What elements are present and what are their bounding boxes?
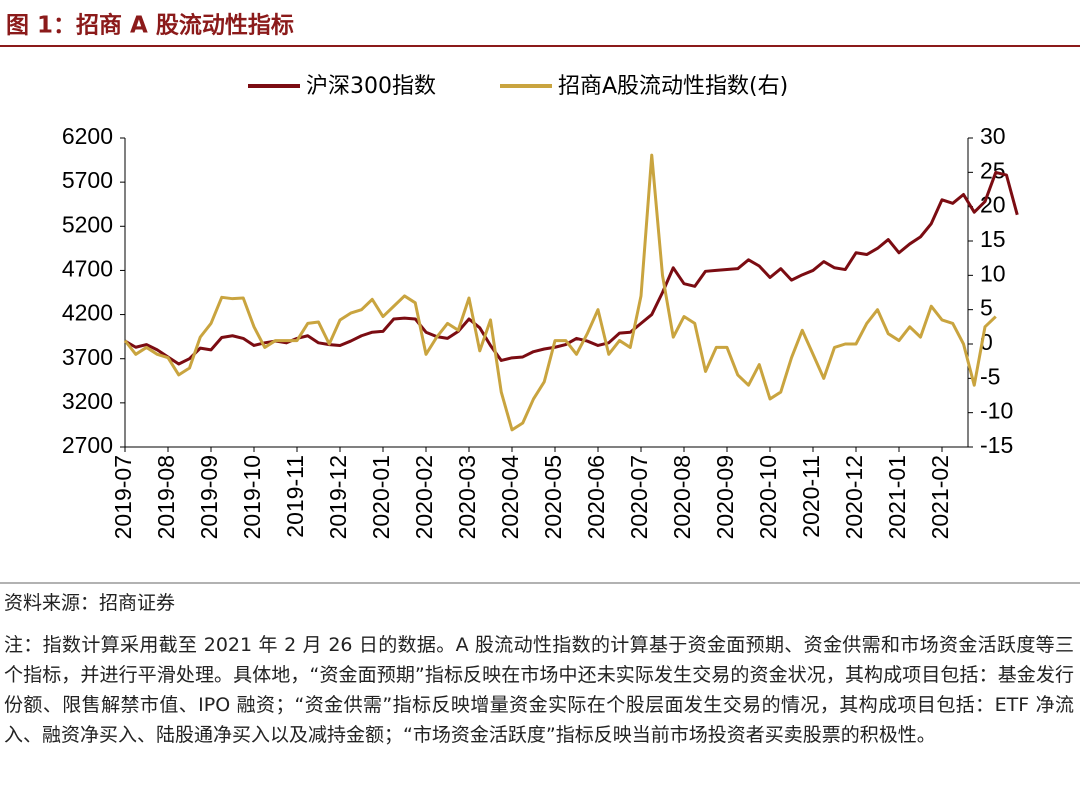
y2-tick-label: 10: [980, 260, 1006, 286]
x-tick-label: 2019-08: [153, 455, 179, 539]
y-tick-label: 5200: [62, 211, 113, 237]
y-tick-label: 6200: [62, 123, 113, 149]
x-tick-label: 2020-09: [712, 455, 738, 539]
y-tick-label: 4700: [62, 256, 113, 282]
x-tick-label: 2019-07: [110, 455, 136, 539]
legend-label: 招商A股流动性指数(右): [558, 74, 788, 99]
x-tick-label: 2020-08: [669, 455, 695, 539]
y2-tick-label: 15: [980, 226, 1006, 252]
note: 注：指数计算采用截至 2021 年 2 月 26 日的数据。A 股流动性指数的计…: [4, 634, 1074, 746]
x-tick-label: 2019-11: [282, 455, 308, 538]
y2-tick-label: 5: [980, 295, 993, 321]
x-tick-label: 2020-11: [798, 455, 824, 538]
y2-tick-label: -5: [980, 363, 1000, 389]
y2-tick-label: 20: [980, 192, 1006, 218]
x-tick-label: 2020-10: [755, 455, 781, 539]
x-tick-label: 2019-09: [196, 455, 222, 539]
y-tick-label: 2700: [62, 432, 113, 458]
x-tick-label: 2020-12: [841, 455, 867, 539]
x-tick-label: 2020-06: [583, 455, 609, 539]
legend-label: 沪深300指数: [306, 74, 436, 99]
x-tick-label: 2021-01: [884, 455, 910, 539]
y2-tick-label: -15: [980, 432, 1013, 458]
x-tick-label: 2019-12: [325, 455, 351, 539]
x-tick-label: 2020-01: [368, 455, 394, 539]
chart: 图 1：招商 A 股流动性指标 2700 3200 3700 4200 4700 5200…: [0, 12, 1080, 584]
y-tick-label: 3200: [62, 388, 113, 414]
x-tick-label: 2020-03: [454, 455, 480, 539]
x-tick-label: 2020-05: [540, 455, 566, 539]
y2-tick-label: 30: [980, 123, 1006, 149]
x-tick-label: 2020-04: [497, 455, 523, 540]
y2-tick-label: -10: [980, 398, 1013, 424]
x-tick-label: 2021-02: [927, 455, 953, 539]
x-tick-label: 2020-07: [626, 455, 652, 539]
chart-title: 图 1：招商 A 股流动性指标: [6, 12, 294, 39]
source: 资料来源：招商证券: [4, 592, 176, 614]
x-tick-label: 2020-02: [411, 455, 437, 539]
series-line: [123, 153, 997, 432]
y-tick-label: 4200: [62, 300, 113, 326]
x-tick-label: 2019-10: [239, 455, 265, 539]
y-tick-label: 3700: [62, 344, 113, 370]
y-tick-label: 5700: [62, 167, 113, 193]
